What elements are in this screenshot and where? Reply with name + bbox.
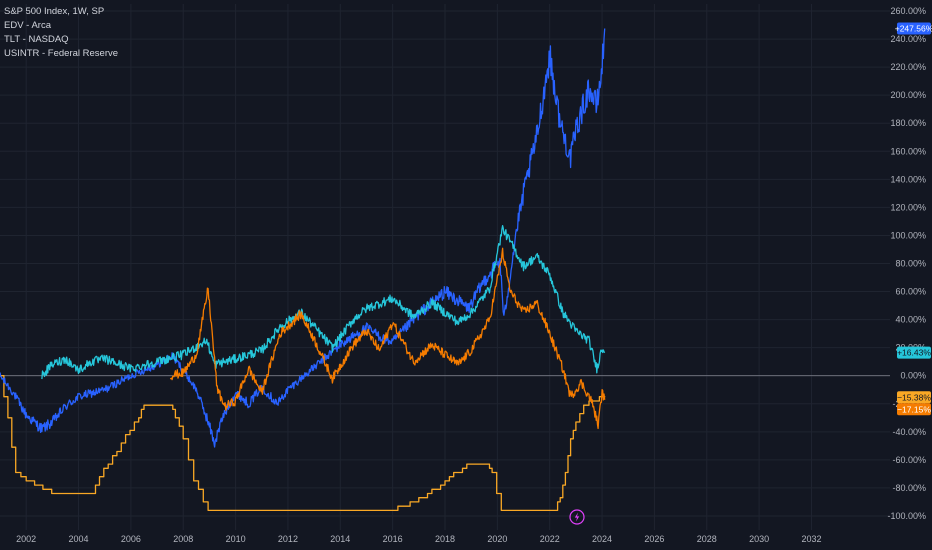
x-tick-label: 2028 <box>697 534 717 544</box>
y-tick-label: -40.00% <box>892 427 926 437</box>
badge-value: +16.43% <box>897 348 931 358</box>
series-layer <box>0 28 606 512</box>
x-tick-label: 2024 <box>592 534 612 544</box>
y-tick-label: 160.00% <box>890 146 926 156</box>
series-line-edv <box>169 247 606 430</box>
x-axis: 2002 2004 2006 2008 2010 2012 2014 2016 2018 2020… <box>16 534 821 544</box>
x-tick-label: 2004 <box>69 534 89 544</box>
y-tick-label: 240.00% <box>890 34 926 44</box>
x-tick-label: 2030 <box>749 534 769 544</box>
x-tick-label: 2010 <box>226 534 246 544</box>
x-tick-label: 2022 <box>540 534 560 544</box>
y-tick-label: 120.00% <box>890 202 926 212</box>
lightning-icon[interactable] <box>569 509 585 525</box>
x-tick-label: 2002 <box>16 534 36 544</box>
series-line-spx <box>0 28 606 448</box>
legend: S&P 500 Index, 1W, SP EDV - Arca TLT - N… <box>4 6 118 59</box>
badge-bg <box>897 403 931 416</box>
badge-value: −17.15% <box>897 404 931 414</box>
y-tick-label: 60.00% <box>895 287 926 297</box>
y-tick-label: 260.00% <box>890 6 926 16</box>
x-tick-label: 2014 <box>330 534 350 544</box>
y-tick-label: 80.00% <box>895 258 926 268</box>
y-tick-label: -60.00% <box>892 455 926 465</box>
badge-bg <box>897 346 931 359</box>
x-tick-label: 2032 <box>801 534 821 544</box>
y-tick-label: 220.00% <box>890 62 926 72</box>
last-value-badge-edv_b: −17.15% <box>897 403 931 416</box>
last-value-badge-tlt: +16.43% <box>897 346 931 359</box>
badge-value: −15.38% <box>897 392 931 402</box>
y-tick-label: -100.00% <box>887 511 926 521</box>
x-tick-label: 2012 <box>278 534 298 544</box>
legend-item-tlt: TLT - NASDAQ <box>4 34 69 45</box>
y-tick-label: 140.00% <box>890 174 926 184</box>
badge-bg <box>897 391 931 404</box>
x-tick-label: 2020 <box>487 534 507 544</box>
x-tick-label: 2006 <box>121 534 141 544</box>
badge-bg <box>897 22 931 35</box>
legend-item-edv: EDV - Arca <box>4 20 52 31</box>
y-tick-label: 40.00% <box>895 315 926 325</box>
y-tick-label: 100.00% <box>890 230 926 240</box>
y-tick-label: 180.00% <box>890 118 926 128</box>
badge-value: +247.56% <box>895 23 932 33</box>
x-tick-label: 2026 <box>644 534 664 544</box>
x-tick-label: 2008 <box>173 534 193 544</box>
legend-item-usintr: USINTR - Federal Reserve <box>4 48 118 59</box>
y-tick-label: 0.00% <box>900 371 926 381</box>
x-tick-label: 2018 <box>435 534 455 544</box>
last-value-badges: +247.56% +16.43% −15.38% −17.15% <box>895 22 932 416</box>
x-tick-label: 2016 <box>383 534 403 544</box>
legend-main-title: S&P 500 Index, 1W, SP <box>4 6 104 17</box>
series-line-tlt <box>41 224 606 380</box>
series-line-usintr <box>0 375 606 512</box>
last-value-badge-spx: +247.56% <box>895 22 932 35</box>
y-tick-label: 200.00% <box>890 90 926 100</box>
last-value-badge-edv_a: −15.38% <box>897 391 931 404</box>
y-tick-label: -80.00% <box>892 483 926 493</box>
